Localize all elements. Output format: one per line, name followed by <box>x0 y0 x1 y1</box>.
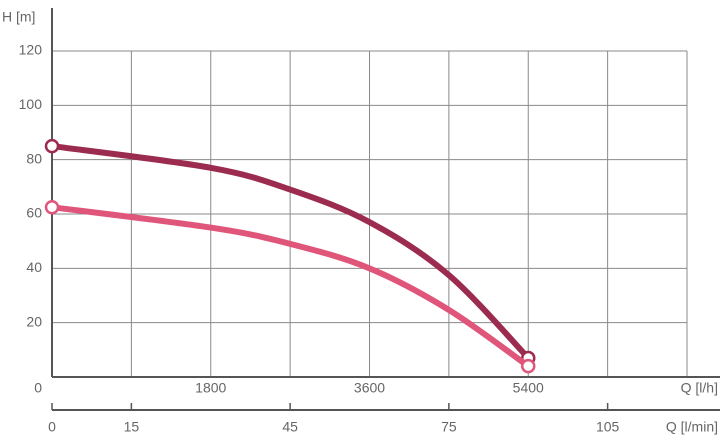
y-tick-label: 120 <box>19 42 43 58</box>
x2-tick-label: 45 <box>282 419 298 435</box>
x2-tick-label: 105 <box>596 419 620 435</box>
x2-axis-label: Q [l/min] <box>666 419 718 435</box>
curve <box>49 143 532 361</box>
y-tick-label: 20 <box>26 313 42 329</box>
y-tick-label: 80 <box>26 150 42 166</box>
y-axis-label: H [m] <box>2 9 35 25</box>
x-tick-label: 1800 <box>195 380 226 396</box>
y-tick-label: 100 <box>19 96 43 112</box>
y-tick-label: 40 <box>26 259 42 275</box>
x2-tick-label: 0 <box>48 419 56 435</box>
x-tick-label: 0 <box>34 380 42 396</box>
y-tick-label: 60 <box>26 205 42 221</box>
x2-tick-label: 15 <box>124 419 140 435</box>
x2-tick-label: 75 <box>441 419 457 435</box>
endpoint-marker <box>44 138 60 154</box>
curve <box>49 204 532 370</box>
endpoint-marker <box>521 358 536 374</box>
x-axis-label: Q [l/h] <box>681 380 718 396</box>
endpoint-marker <box>44 199 60 215</box>
x-tick-label: 3600 <box>354 380 385 396</box>
x-tick-label: 5400 <box>513 380 544 396</box>
